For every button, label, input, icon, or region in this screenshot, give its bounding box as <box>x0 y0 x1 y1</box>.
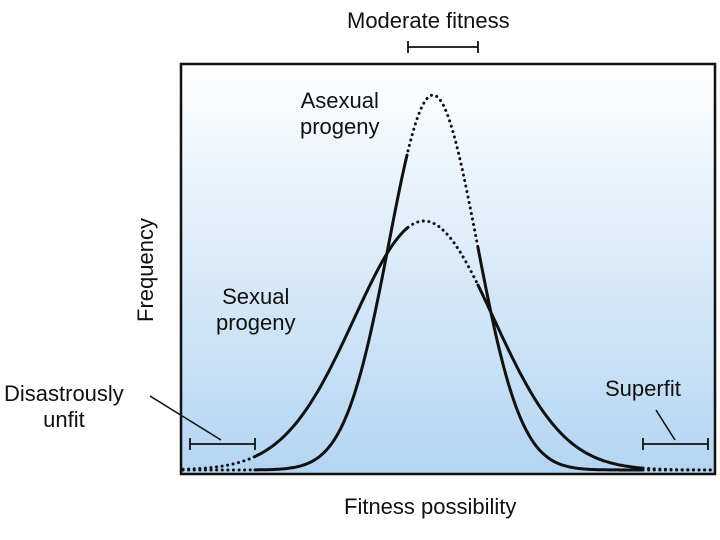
superfit-pointer <box>655 409 676 441</box>
disastrously-unfit-label: Disastrously unfit <box>4 381 124 433</box>
sexual-progeny-label: Sexual progeny <box>216 284 296 336</box>
asexual-curve-right <box>476 246 644 472</box>
sexual-curve-peak <box>406 219 480 287</box>
y-axis-label: Frequency <box>133 218 158 322</box>
asexual-curve-peak <box>406 93 480 250</box>
sexual-curve-left <box>253 226 409 458</box>
unfit-label-line1: Disastrously <box>4 381 124 406</box>
asexual-curve-left <box>253 153 409 472</box>
unfit-bracket <box>189 438 256 450</box>
asexual-progeny-label: Asexual progeny <box>300 88 380 140</box>
sexual-curve-left-tail <box>181 455 257 471</box>
moderate-fitness-bracket <box>407 41 479 53</box>
asexual-label-line1: Asexual <box>300 88 379 113</box>
superfit-label: Superfit <box>605 376 681 401</box>
plot-area <box>179 62 717 476</box>
asexual-label-line2: progeny <box>300 114 380 139</box>
sexual-label-line2: progeny <box>216 310 296 335</box>
sexual-curve-right-tail <box>641 466 715 472</box>
sexual-label-line1: Sexual <box>222 284 290 309</box>
superfit-bracket <box>642 438 709 450</box>
moderate-fitness-label: Moderate fitness <box>347 8 510 33</box>
x-axis-label: Fitness possibility <box>344 494 517 519</box>
sexual-curve-right <box>476 283 644 470</box>
unfit-pointer <box>149 395 222 441</box>
unfit-label-line2: unfit <box>43 407 85 432</box>
